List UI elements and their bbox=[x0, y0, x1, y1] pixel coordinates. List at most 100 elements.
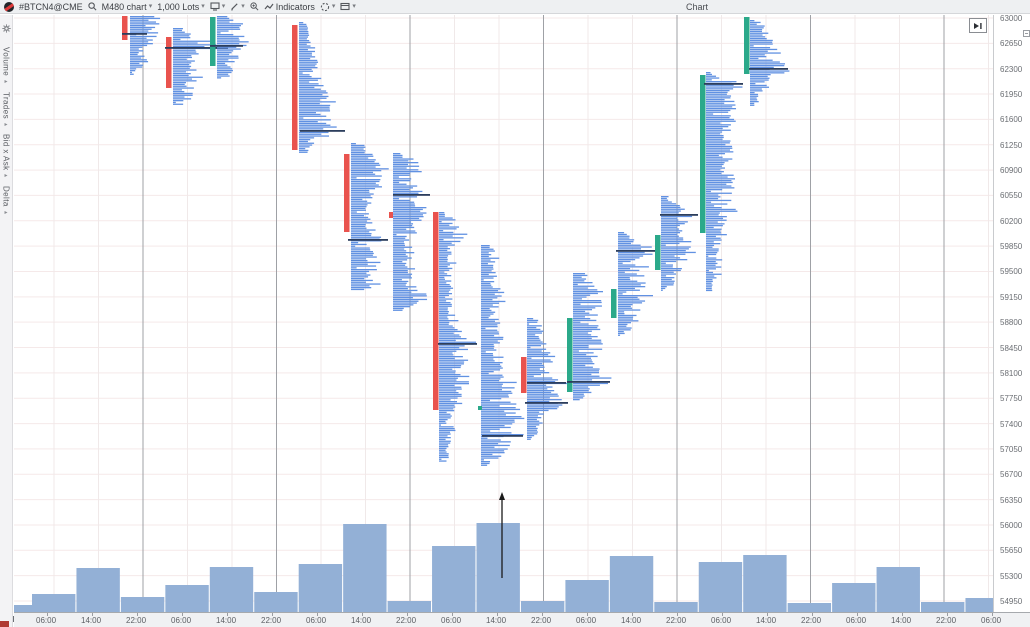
profile-row bbox=[393, 212, 427, 214]
profile-row bbox=[573, 384, 600, 386]
clusters-selector[interactable]: ▾ bbox=[320, 2, 335, 12]
profile-row bbox=[299, 119, 331, 121]
profile-row bbox=[750, 52, 781, 54]
profile-row bbox=[439, 260, 448, 262]
profile-row bbox=[299, 139, 311, 141]
profile-row bbox=[351, 179, 381, 181]
price-tick-label: 59500 bbox=[1000, 267, 1023, 277]
profile-row bbox=[481, 453, 493, 456]
profile-row bbox=[217, 52, 232, 54]
poc-line bbox=[393, 194, 430, 196]
profile-row bbox=[661, 241, 692, 243]
time-axis[interactable]: 06:00 14:00 22:00 06:00 14:00 22:00 06:00 14:00… bbox=[14, 612, 1030, 627]
profile-row bbox=[393, 307, 404, 310]
axis-scale-lock-icon[interactable] bbox=[1023, 30, 1030, 37]
profile-row bbox=[706, 244, 715, 247]
profile-row bbox=[706, 106, 733, 108]
profile-row bbox=[173, 80, 197, 82]
lots-selector[interactable]: 1,000 Lots ▾ bbox=[157, 1, 205, 12]
profile-row bbox=[173, 91, 185, 93]
profile-row bbox=[527, 438, 531, 440]
profile-row bbox=[527, 346, 531, 349]
sidebar-item-bidxask[interactable]: Bid x Ask ▸ bbox=[1, 133, 11, 180]
profile-row bbox=[481, 390, 512, 393]
profile-row bbox=[527, 359, 551, 361]
profile-row bbox=[618, 269, 640, 272]
profile-row bbox=[439, 365, 462, 367]
profile-row bbox=[351, 193, 374, 195]
profile-row bbox=[661, 273, 676, 275]
sidebar-item-delta[interactable]: Delta ▸ bbox=[1, 185, 11, 216]
profile-row bbox=[130, 43, 153, 45]
profile-row bbox=[393, 297, 413, 299]
profile-row bbox=[661, 217, 678, 219]
symbol-label[interactable]: #BTCN4@CME bbox=[19, 1, 83, 12]
display-mode-selector[interactable]: ▾ bbox=[210, 2, 225, 11]
sidebar-item-trades[interactable]: Trades ▸ bbox=[1, 91, 11, 128]
profile-row bbox=[299, 103, 320, 105]
profile-row bbox=[481, 290, 499, 292]
profile-row bbox=[481, 363, 501, 366]
profile-row bbox=[351, 256, 377, 258]
profile-row bbox=[661, 201, 672, 203]
profile-row bbox=[573, 325, 599, 327]
profile-row bbox=[351, 243, 367, 246]
profile-row bbox=[750, 54, 765, 56]
tab-chart[interactable]: Chart bbox=[686, 2, 709, 12]
profile-row bbox=[393, 226, 415, 229]
profile-row bbox=[393, 284, 406, 286]
profile-row bbox=[351, 206, 367, 208]
profile-row bbox=[393, 298, 428, 301]
profile-row bbox=[527, 418, 537, 421]
profile-row bbox=[439, 224, 450, 226]
profile-row bbox=[299, 77, 322, 80]
profile-row bbox=[527, 429, 538, 431]
profile-row bbox=[217, 53, 230, 56]
profile-row bbox=[750, 84, 767, 87]
profile-row bbox=[299, 133, 322, 135]
profile-row bbox=[439, 444, 449, 446]
layout-icon bbox=[340, 2, 350, 11]
profile-row bbox=[299, 97, 327, 99]
profile-row bbox=[439, 278, 445, 280]
go-to-realtime-button[interactable] bbox=[969, 18, 987, 33]
profile-row bbox=[527, 337, 540, 340]
layout-selector[interactable]: ▾ bbox=[340, 2, 356, 11]
profile-row bbox=[393, 160, 409, 162]
profile-row bbox=[706, 176, 728, 178]
app-logo-icon[interactable] bbox=[4, 1, 14, 12]
zoom-in-icon[interactable] bbox=[250, 2, 259, 11]
profile-row bbox=[439, 386, 462, 388]
profile-row bbox=[750, 95, 759, 97]
drawing-tools-selector[interactable]: ▾ bbox=[230, 2, 245, 11]
timeframe-selector[interactable]: M480 chart ▾ bbox=[101, 1, 153, 12]
profile-row bbox=[706, 149, 730, 151]
search-icon[interactable] bbox=[88, 2, 97, 11]
volume-bar bbox=[298, 564, 343, 612]
volume-bar bbox=[165, 585, 209, 612]
profile-row bbox=[393, 174, 410, 176]
profile-row bbox=[481, 297, 498, 299]
profile-row bbox=[299, 86, 315, 89]
profile-row bbox=[130, 41, 149, 43]
gear-icon[interactable] bbox=[1, 20, 11, 38]
profile-row bbox=[351, 200, 368, 202]
chart-canvas-area[interactable] bbox=[14, 15, 993, 612]
profile-row bbox=[573, 343, 603, 345]
profile-row bbox=[393, 275, 412, 277]
profile-row bbox=[217, 43, 240, 45]
profile-row bbox=[706, 207, 722, 209]
sidebar-item-volume[interactable]: Volume ▸ bbox=[1, 47, 11, 86]
profile-row bbox=[439, 262, 457, 264]
profile-row bbox=[618, 259, 636, 261]
profile-row bbox=[706, 90, 730, 92]
profile-row bbox=[173, 64, 190, 66]
indicators-button[interactable]: Indicators bbox=[264, 2, 315, 12]
profile-row bbox=[661, 284, 674, 286]
poc-line bbox=[438, 343, 477, 345]
volume-bar bbox=[209, 567, 254, 612]
profile-row bbox=[661, 219, 679, 221]
price-axis[interactable]: 63000 62650 62300 61950 61600 61250 60900 60550… bbox=[993, 14, 1030, 612]
profile-row bbox=[618, 320, 639, 322]
profile-row bbox=[706, 111, 729, 113]
